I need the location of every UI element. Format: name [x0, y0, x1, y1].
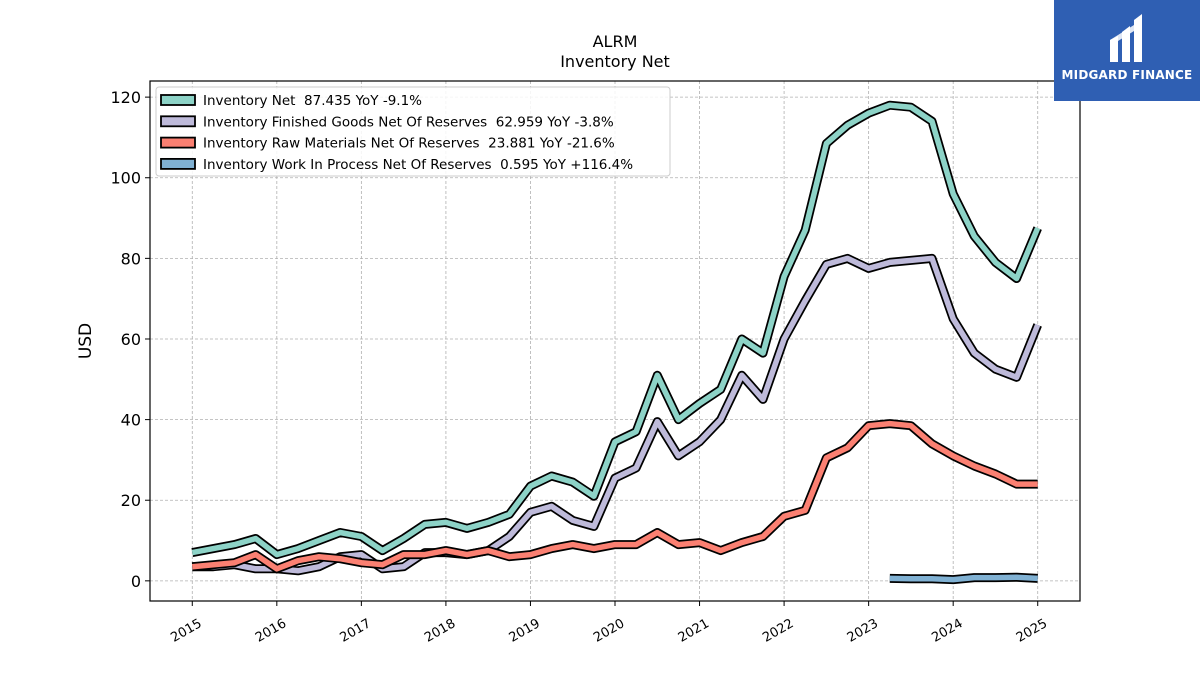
y-tick-label: 80 — [121, 249, 141, 268]
x-ticks: 2015 2016 2017 2018 2019 2020 2021 2022 2023 2024… — [168, 601, 1050, 646]
x-tick-label: 2024 — [929, 616, 965, 646]
x-tick-label: 2016 — [253, 616, 289, 646]
grid — [150, 81, 1080, 601]
x-tick-label: 2020 — [591, 616, 627, 646]
y-tick-label: 60 — [121, 330, 141, 349]
legend-label: Inventory Finished Goods Net Of Reserves… — [203, 114, 614, 130]
x-tick-label: 2017 — [338, 616, 374, 646]
brand-mark-icon — [1110, 14, 1142, 62]
series-2 — [191, 419, 1038, 574]
legend-label: Inventory Net 87.435 YoY -9.1% — [203, 93, 422, 109]
y-axis-label: USD — [76, 323, 96, 359]
series-group — [191, 100, 1042, 585]
y-tick-label: 100 — [110, 169, 141, 188]
y-ticks: 0 20 40 60 80 100 120 — [110, 88, 150, 591]
legend: Inventory Net 87.435 YoY -9.1% Inventory … — [155, 86, 671, 177]
series-0 — [191, 100, 1042, 560]
legend-label: Inventory Raw Materials Net Of Reserves … — [203, 136, 615, 152]
brand-logo: MIDGARD FINANCE — [1054, 0, 1200, 101]
x-tick-label: 2018 — [422, 616, 458, 646]
legend-swatch — [160, 136, 196, 149]
legend-swatch — [160, 115, 196, 128]
legend-label: Inventory Work In Process Net Of Reserve… — [203, 157, 633, 173]
x-tick-label: 2023 — [845, 616, 881, 646]
brand-name: MIDGARD FINANCE — [1061, 68, 1193, 82]
x-tick-label: 2021 — [676, 616, 712, 646]
x-tick-label: 2019 — [507, 616, 543, 646]
series-3 — [889, 572, 1038, 585]
y-tick-label: 120 — [110, 88, 141, 107]
series-line — [192, 420, 1038, 572]
y-tick-label: 20 — [121, 491, 141, 510]
x-tick-label: 2015 — [168, 616, 204, 646]
series-line — [889, 574, 1038, 583]
x-tick-label: 2025 — [1014, 616, 1050, 646]
legend-swatch — [160, 94, 196, 106]
chart-title: ALRM — [593, 32, 638, 51]
y-tick-label: 40 — [121, 411, 141, 430]
y-tick-label: 0 — [131, 572, 141, 591]
series-line — [191, 102, 1041, 558]
legend-swatch — [160, 157, 196, 170]
legend-box — [155, 86, 671, 177]
chart-subtitle: Inventory Net — [560, 52, 670, 71]
x-tick-label: 2022 — [760, 616, 796, 646]
